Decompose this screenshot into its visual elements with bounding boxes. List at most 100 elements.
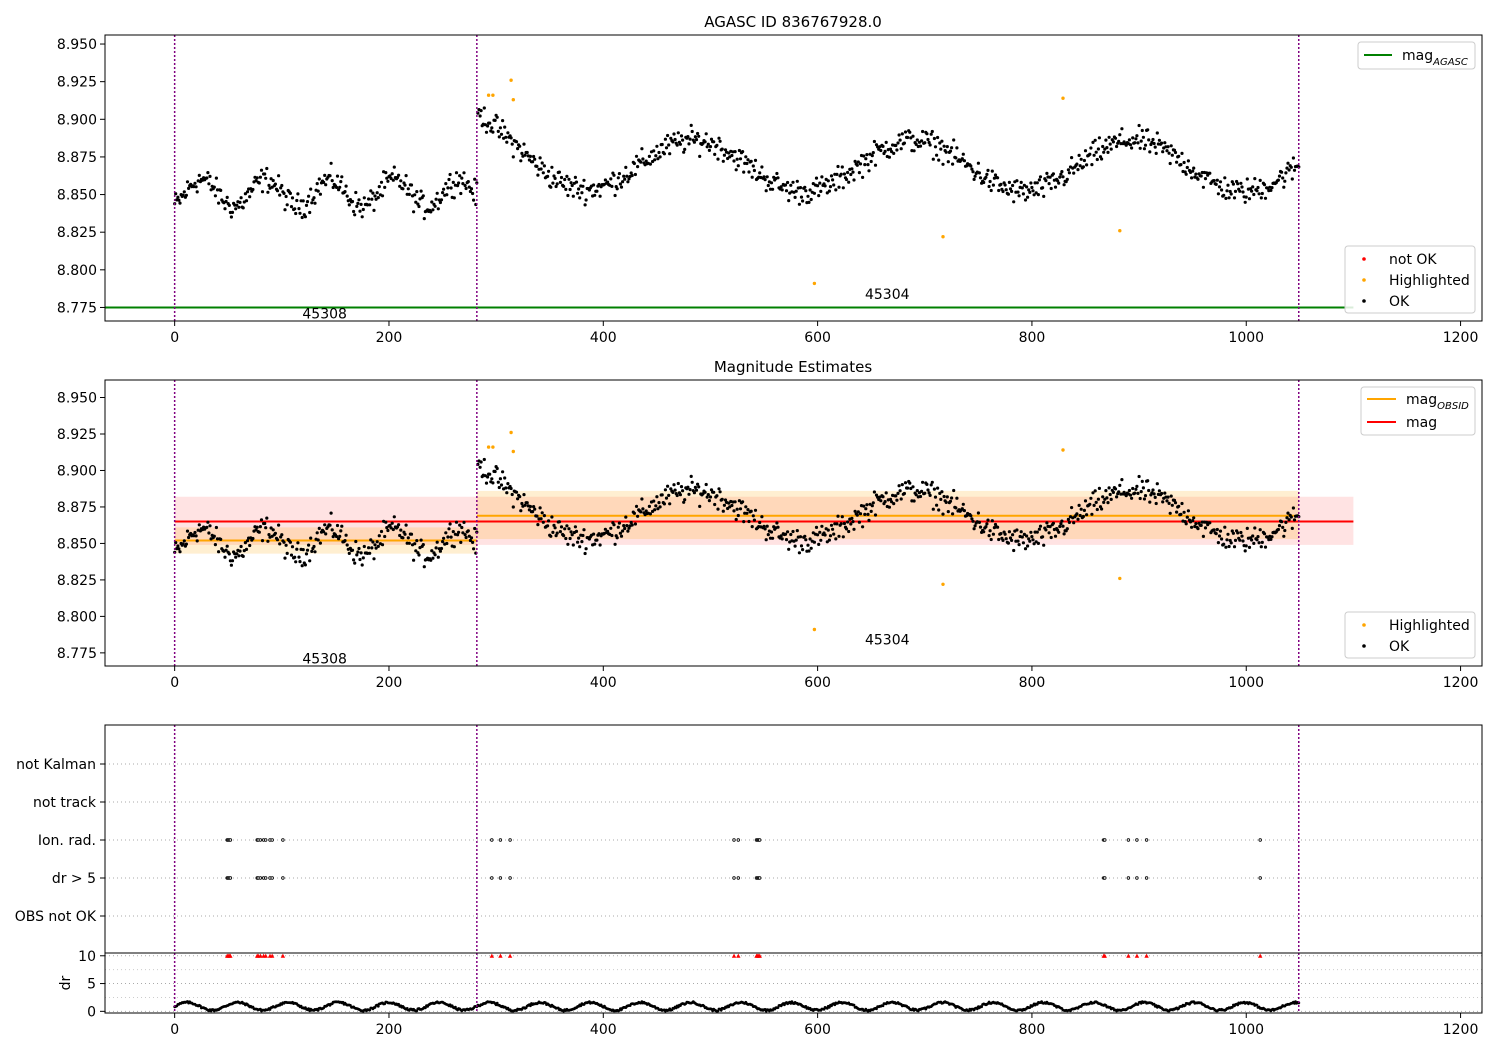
ok-point: [414, 200, 418, 204]
ok-point: [687, 492, 691, 496]
ok-point: [829, 523, 834, 527]
ok-point: [356, 550, 360, 554]
ok-point: [239, 196, 243, 200]
flag-point: [498, 876, 503, 880]
ok-point: [895, 498, 899, 502]
ok-point: [1104, 489, 1108, 493]
ok-point: [1061, 524, 1065, 528]
ok-point: [852, 527, 856, 531]
ok-point: [445, 193, 449, 197]
ok-point: [285, 551, 289, 556]
ok-point: [704, 132, 708, 136]
ok-point: [1113, 136, 1118, 140]
ok-point: [850, 516, 854, 521]
ok-point: [692, 491, 697, 495]
ok-point: [269, 526, 273, 530]
ok-point: [869, 509, 873, 513]
ok-point: [1251, 185, 1255, 189]
ok-point: [451, 530, 455, 534]
ok-point: [290, 545, 295, 549]
ok-point: [557, 520, 562, 524]
ok-point: [703, 140, 707, 144]
ok-point: [280, 533, 284, 537]
highlighted-point: [509, 78, 513, 82]
ok-point: [362, 544, 366, 549]
ok-point: [1160, 141, 1164, 145]
ok-point: [666, 484, 670, 488]
ok-point: [1286, 161, 1290, 165]
ok-point: [352, 209, 356, 214]
ok-point: [639, 510, 643, 514]
ok-point: [1100, 507, 1104, 511]
ok-point: [435, 191, 439, 195]
ok-point: [763, 178, 767, 182]
ok-point: [1287, 168, 1291, 172]
ok-point: [466, 180, 470, 184]
dr-point: [1028, 1006, 1032, 1009]
ok-point: [925, 132, 929, 136]
ok-point: [277, 523, 281, 527]
ok-point: [350, 548, 355, 552]
ok-point: [837, 534, 841, 538]
ok-point: [206, 520, 210, 524]
ok-point: [784, 538, 789, 542]
ok-point: [624, 165, 628, 169]
ok-point: [506, 131, 510, 135]
x-tick-label: 1200: [1443, 330, 1479, 346]
ok-point: [1163, 491, 1167, 495]
ok-point: [488, 472, 492, 476]
ok-point: [1229, 192, 1233, 196]
ok-point: [911, 485, 915, 489]
ok-point: [187, 186, 191, 190]
ok-point: [296, 192, 300, 196]
ok-point: [454, 171, 459, 175]
ok-point: [344, 184, 348, 188]
ok-point: [1297, 165, 1301, 169]
legend-label-mag-agasc: magAGASC: [1402, 48, 1468, 68]
ok-point: [1200, 520, 1204, 524]
ok-point: [448, 522, 452, 526]
ok-point: [869, 159, 873, 164]
ok-point: [1085, 163, 1089, 167]
ok-point: [1151, 488, 1155, 492]
ok-point: [803, 534, 807, 538]
ok-point: [269, 177, 273, 181]
ok-point: [1167, 151, 1171, 155]
x-tick-label: 400: [590, 675, 617, 691]
ok-point: [640, 497, 644, 501]
ok-point: [707, 499, 712, 503]
ok-point: [698, 154, 702, 158]
ok-point: [1130, 496, 1134, 500]
ok-point: [1241, 190, 1245, 194]
ok-point: [316, 189, 320, 193]
ok-point: [752, 168, 757, 173]
ok-point: [298, 560, 302, 564]
ok-point: [806, 543, 810, 547]
ok-point: [468, 538, 472, 543]
flag-category-label: Ion. rad.: [38, 833, 96, 849]
ok-point: [749, 159, 753, 163]
ok-point: [936, 486, 940, 490]
ok-point: [422, 217, 426, 221]
legend-label-highlighted: Highlighted: [1389, 618, 1470, 634]
ok-point: [865, 153, 869, 157]
ok-point: [952, 488, 956, 493]
ok-point: [801, 548, 805, 552]
ok-point: [626, 180, 630, 184]
ok-point: [288, 540, 292, 544]
ok-point: [1042, 543, 1046, 547]
dr-point: [397, 1002, 400, 1006]
ok-point: [1270, 535, 1274, 539]
ok-point: [1058, 175, 1062, 179]
ok-point: [1097, 136, 1101, 140]
ok-point: [621, 180, 625, 184]
ok-point: [234, 207, 238, 211]
ok-point: [1033, 530, 1037, 534]
ok-point: [567, 527, 571, 531]
ok-point: [653, 508, 657, 512]
ok-point: [235, 203, 239, 207]
ok-point: [315, 531, 319, 535]
ok-point: [750, 525, 754, 529]
ok-point: [750, 175, 754, 179]
